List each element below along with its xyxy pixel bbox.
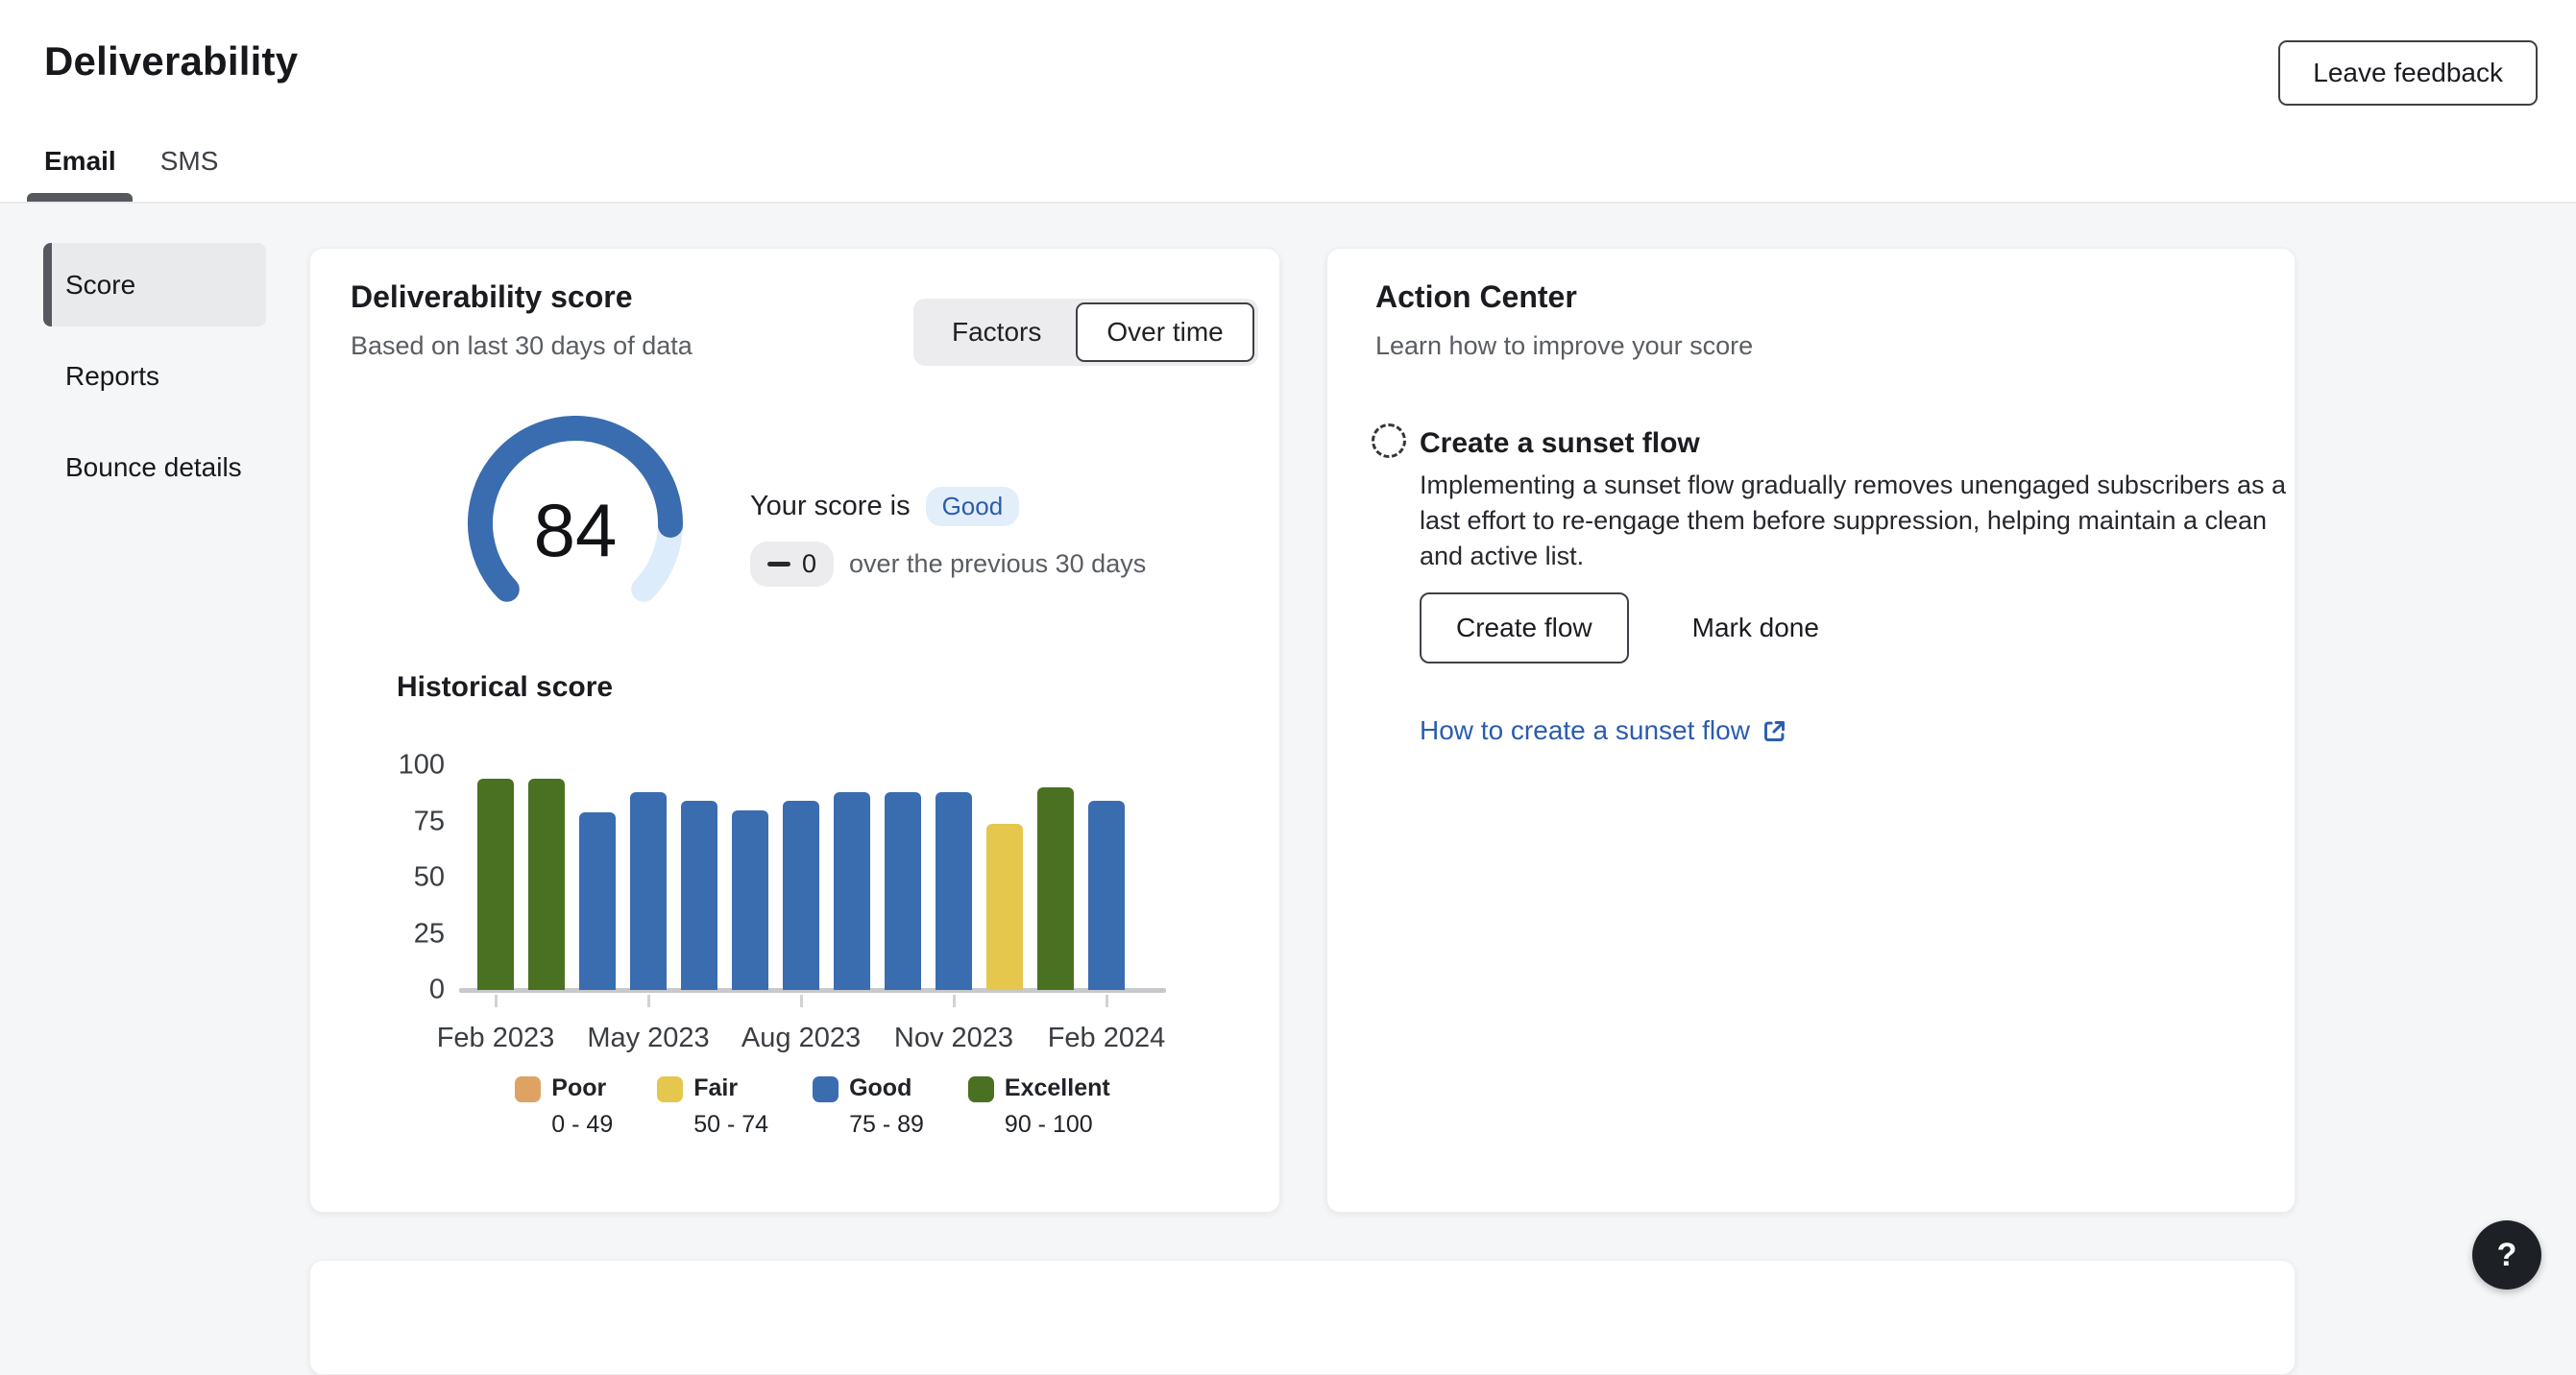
bar-apr-2023: [579, 812, 616, 990]
sidebar-item-label: Bounce details: [65, 451, 242, 482]
y-axis-tick-label: 50: [413, 861, 445, 893]
channel-tabs: Email SMS: [27, 146, 219, 202]
x-axis-tick-label: May 2023: [587, 1023, 710, 1053]
toggle-option-over-time[interactable]: Over time: [1076, 302, 1254, 362]
legend-swatch: [967, 1076, 994, 1102]
legend-swatch: [515, 1076, 542, 1102]
legend-range: 90 - 100: [1004, 1111, 1093, 1138]
bar-jun-2023: [681, 801, 717, 990]
bar-feb-2023: [477, 779, 514, 990]
legend-item-excellent: Excellent 90 - 100: [967, 1074, 1110, 1139]
action-card-title: Action Center: [1375, 279, 1577, 314]
bar-mar-2023: [528, 779, 565, 990]
leave-feedback-button[interactable]: Leave feedback: [2278, 40, 2538, 106]
next-section-card: [309, 1260, 2296, 1375]
how-to-link[interactable]: How to create a sunset flow: [1420, 715, 1787, 746]
historical-score-heading: Historical score: [397, 671, 614, 703]
bar-dec-2023: [986, 824, 1023, 990]
tab-email[interactable]: Email: [27, 146, 133, 202]
x-axis-tick: [647, 995, 650, 1007]
active-item-accent-bar: [43, 243, 52, 326]
task-actions: Create flow Mark done: [1420, 592, 1858, 663]
x-axis-tick: [1106, 995, 1108, 1007]
x-axis-tick-label: Feb 2024: [1047, 1023, 1166, 1053]
score-summary: Your score is Good 0 over the previous 3…: [750, 487, 1146, 587]
dash-icon: [767, 562, 790, 567]
x-axis-line: [459, 988, 1166, 993]
factors-overtime-toggle: Factors Over time: [913, 299, 1258, 366]
y-axis-tick-label: 25: [413, 918, 445, 949]
legend-name: Fair: [693, 1074, 739, 1101]
score-delta-pill: 0: [750, 542, 835, 587]
bar-feb-2024: [1088, 801, 1125, 990]
score-delta-value: 0: [802, 549, 817, 578]
score-gauge: 84: [460, 416, 691, 631]
legend-range: 0 - 49: [551, 1111, 614, 1138]
x-axis-tick-label: Aug 2023: [741, 1023, 862, 1053]
chart-legend: Poor 0 - 49 Fair 50 - 74 Good 75 - 89 Excellen…: [459, 1074, 1166, 1139]
action-card-subtitle: Learn how to improve your score: [1375, 331, 1754, 360]
y-axis-tick-label: 75: [413, 806, 445, 836]
bar-jul-2023: [732, 810, 768, 990]
deliverability-score-card: Deliverability score Based on last 30 da…: [309, 248, 1280, 1213]
action-center-card: Action Center Learn how to improve your …: [1326, 248, 2296, 1213]
score-label-prefix: Your score is: [750, 491, 911, 521]
dashed-circle-status-icon: [1372, 423, 1406, 458]
x-axis-tick: [800, 995, 803, 1007]
legend-swatch: [813, 1076, 839, 1102]
legend-name: Excellent: [1004, 1074, 1110, 1101]
score-card-title: Deliverability score: [351, 279, 633, 314]
bar-aug-2023: [783, 801, 819, 990]
external-link-icon: [1763, 720, 1785, 741]
score-rating-badge: Good: [925, 487, 1020, 526]
legend-name: Good: [849, 1074, 912, 1101]
legend-range: 50 - 74: [693, 1111, 769, 1138]
sidebar-item-label: Score: [65, 269, 136, 300]
score-value: 84: [533, 488, 618, 572]
score-card-subtitle: Based on last 30 days of data: [351, 331, 693, 360]
x-axis-tick-label: Nov 2023: [893, 1023, 1014, 1053]
legend-item-good: Good 75 - 89: [813, 1074, 924, 1139]
bar-sep-2023: [834, 792, 870, 990]
legend-item-fair: Fair 50 - 74: [657, 1074, 768, 1139]
page-header: Deliverability Leave feedback Email SMS: [0, 0, 2576, 204]
score-delta-suffix: over the previous 30 days: [849, 549, 1147, 578]
score-gauge-arc: [468, 416, 683, 602]
x-axis-tick-label: Feb 2023: [436, 1023, 555, 1053]
sidebar-nav: Score Reports Bounce details: [43, 243, 266, 509]
active-tab-underline: [27, 193, 133, 202]
legend-range: 75 - 89: [849, 1111, 924, 1138]
task-title: Create a sunset flow: [1420, 427, 1700, 459]
create-flow-button[interactable]: Create flow: [1420, 592, 1629, 663]
legend-name: Poor: [551, 1074, 607, 1101]
legend-item-poor: Poor 0 - 49: [515, 1074, 613, 1139]
bar-jan-2024: [1037, 787, 1074, 990]
sidebar-item-reports[interactable]: Reports: [43, 334, 266, 418]
sidebar-item-label: Reports: [65, 360, 160, 391]
mark-done-button[interactable]: Mark done: [1654, 592, 1858, 663]
page-title: Deliverability: [44, 38, 299, 84]
x-axis-tick: [495, 995, 498, 1007]
task-description: Implementing a sunset flow gradually rem…: [1420, 470, 2286, 570]
y-axis-tick-label: 0: [428, 974, 445, 1005]
how-to-link-label: How to create a sunset flow: [1420, 715, 1750, 745]
bar-nov-2023: [936, 792, 972, 990]
tab-sms[interactable]: SMS: [159, 146, 219, 176]
sidebar-item-score[interactable]: Score: [43, 243, 266, 326]
y-axis-tick-label: 100: [398, 749, 445, 781]
bar-may-2023: [630, 792, 667, 990]
toggle-option-factors[interactable]: Factors: [952, 317, 1042, 347]
sidebar-item-bounce-details[interactable]: Bounce details: [43, 425, 266, 509]
x-axis-tick: [953, 995, 956, 1007]
legend-swatch: [657, 1076, 684, 1102]
bar-oct-2023: [885, 792, 921, 990]
help-button[interactable]: ?: [2472, 1220, 2541, 1290]
